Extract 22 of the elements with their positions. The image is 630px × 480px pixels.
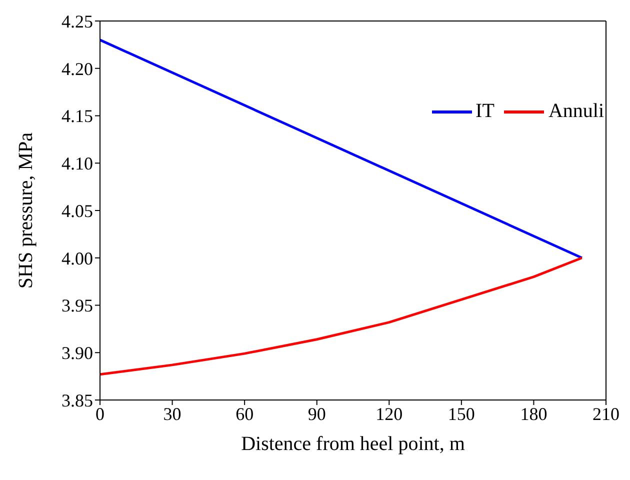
- x-tick-label: 30: [163, 404, 182, 424]
- y-tick-label: 4.15: [62, 106, 93, 126]
- x-tick-label: 90: [308, 404, 326, 424]
- x-tick-label: 180: [520, 404, 548, 424]
- x-tick-label: 0: [96, 404, 104, 424]
- legend-label: IT: [476, 100, 494, 123]
- y-tick-label: 4.05: [62, 200, 93, 221]
- x-tick-label: 210: [592, 404, 620, 424]
- x-axis-title: Distence from heel point, m: [241, 433, 466, 455]
- x-tick-label: 120: [376, 404, 403, 424]
- line-series: [100, 256, 584, 376]
- y-tick-label: 3.95: [62, 296, 93, 316]
- legend-label: Annuli: [548, 100, 604, 123]
- x-tick-label: 150: [448, 404, 475, 424]
- x-tick-label: 60: [236, 404, 254, 424]
- y-tick-label: 4.20: [62, 58, 93, 79]
- y-tick-label: 4.25: [62, 11, 93, 32]
- y-tick-label: 3.85: [62, 390, 93, 410]
- y-tick-label: 4.10: [62, 154, 93, 174]
- y-tick-label: 3.90: [62, 343, 93, 364]
- y-tick-label: 4.00: [62, 248, 93, 268]
- y-axis-title: SHS pressure, MPa: [15, 132, 38, 289]
